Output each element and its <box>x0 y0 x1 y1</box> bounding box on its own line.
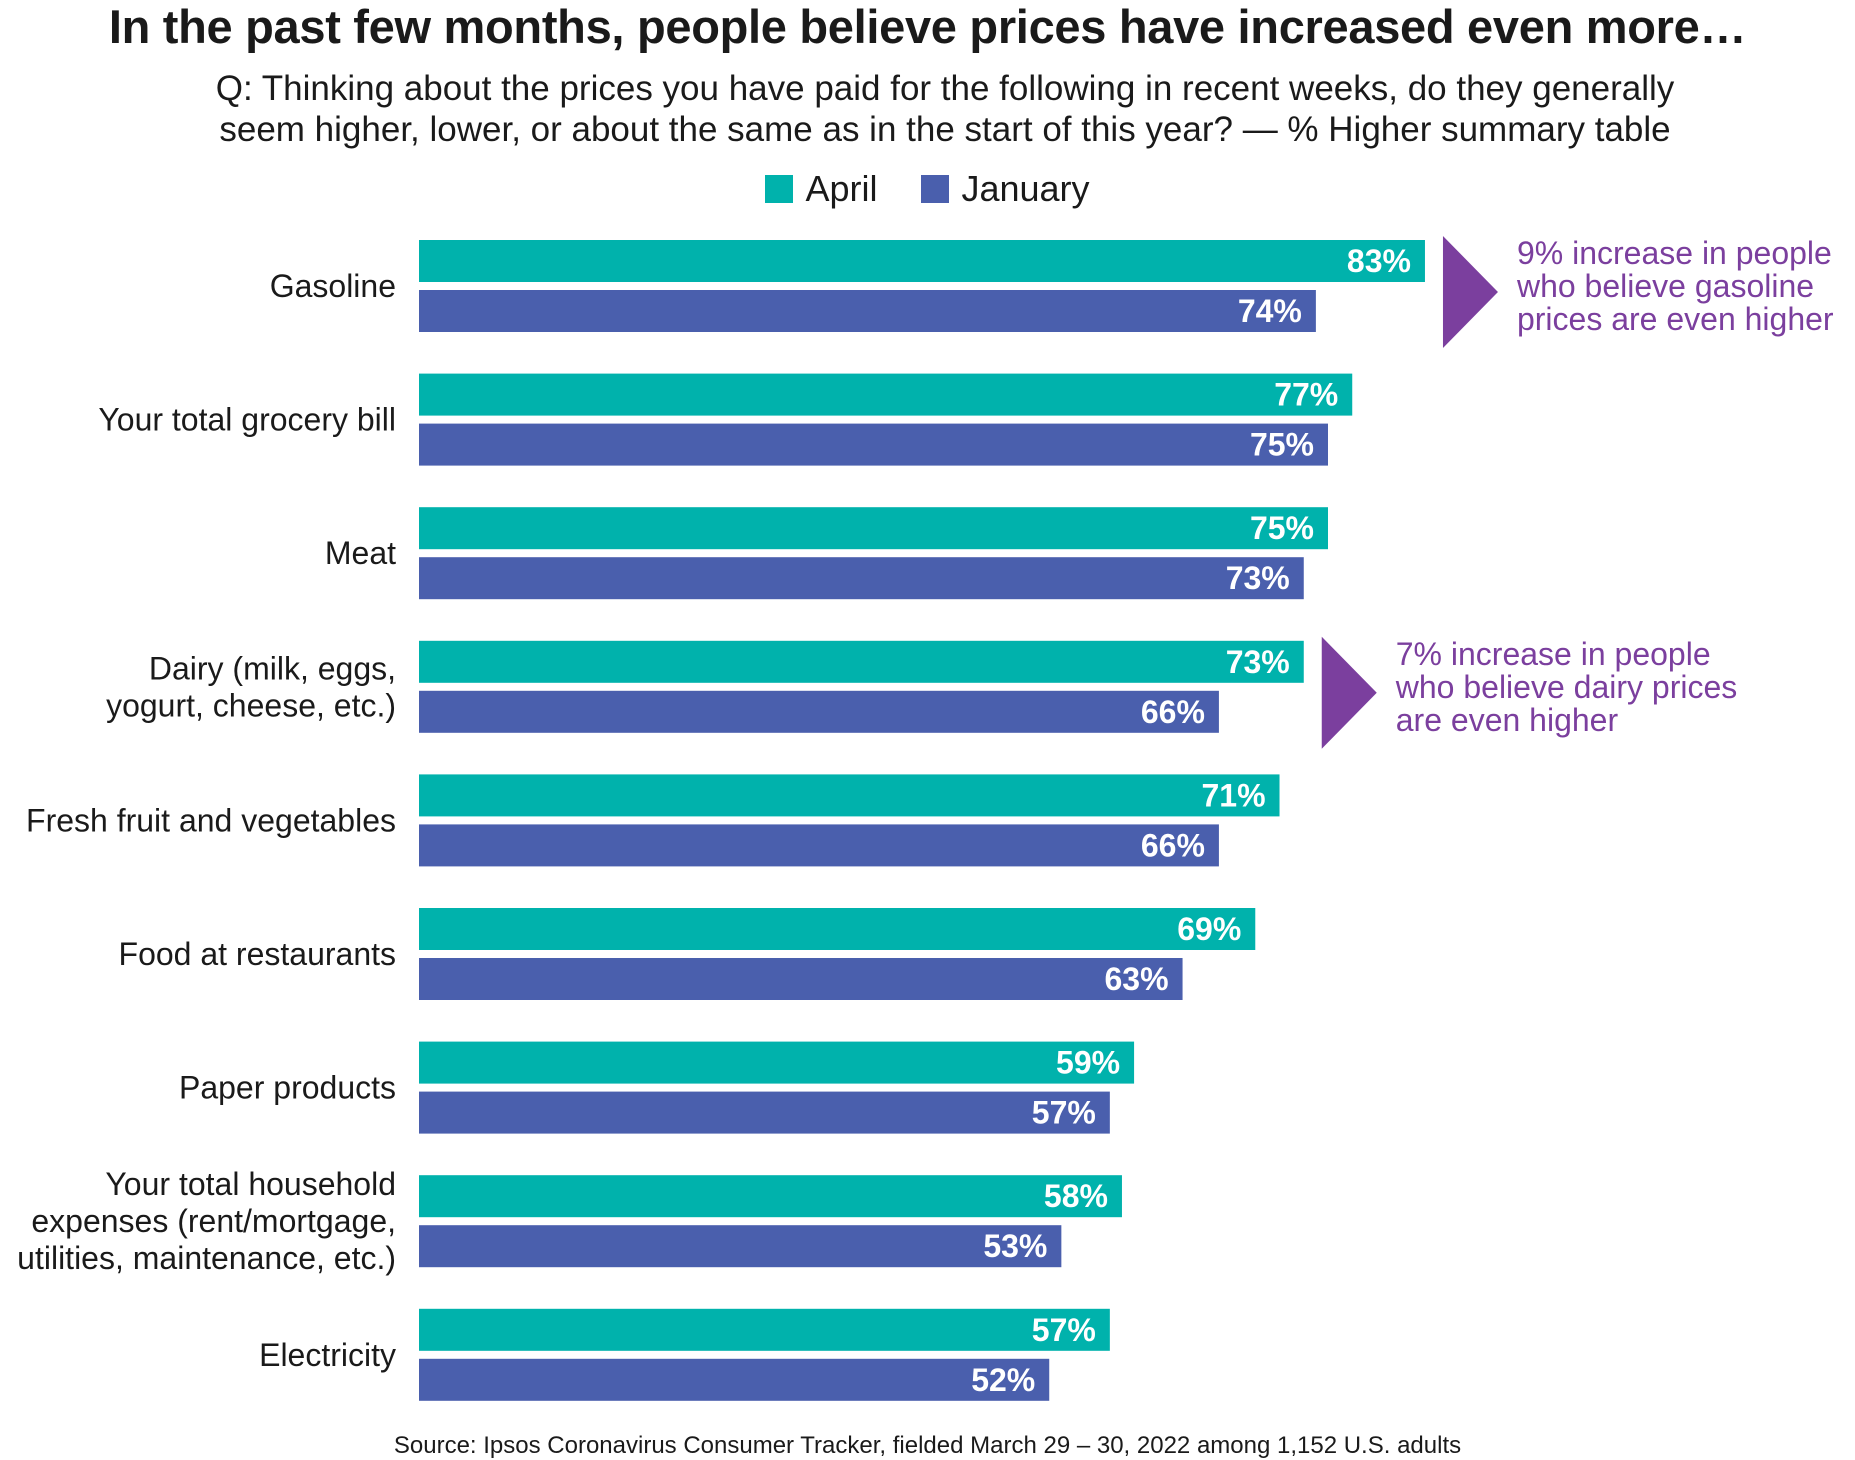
category-label-line: Your total household <box>105 1166 396 1202</box>
bar-april <box>419 1175 1122 1218</box>
bar-january <box>419 290 1316 332</box>
chart-title: In the past few months, people believe p… <box>108 0 1747 53</box>
legend-item-april: April <box>765 168 877 210</box>
data-label-april: 73% <box>1226 644 1290 680</box>
legend-swatch-april <box>765 175 794 203</box>
annotation-text-line: 7% increase in people <box>1396 636 1711 672</box>
category-label: Your total grocery bill <box>98 402 396 438</box>
category-label-line: Food at restaurants <box>119 936 396 972</box>
annotation-text-line: are even higher <box>1396 702 1619 738</box>
annotation-arrow <box>1442 236 1498 348</box>
data-label-january: 66% <box>1141 694 1205 730</box>
category-label-line: Your total grocery bill <box>98 402 396 438</box>
bar-april <box>419 507 1328 550</box>
category-label: Paper products <box>179 1070 396 1106</box>
bar-january <box>419 1358 1050 1401</box>
data-label-april: 59% <box>1056 1045 1120 1081</box>
data-label-april: 57% <box>1032 1312 1096 1348</box>
bar-january <box>419 958 1183 1000</box>
annotation-text-line: who believe gasoline <box>1516 268 1814 304</box>
legend: April January <box>0 168 1855 210</box>
source-note: Source: Ipsos Coronavirus Consumer Track… <box>393 1432 1462 1459</box>
category-label: Gasoline <box>270 268 396 304</box>
subtitle-line-2: seem higher, lower, or about the same as… <box>219 110 1671 149</box>
category-label-line: Fresh fruit and vegetables <box>26 802 396 838</box>
bar-chart: Gasoline 83% 74% Your total grocery bill 77%… <box>17 235 1834 1401</box>
category-label-line: Paper products <box>179 1070 396 1106</box>
subtitle-line-1: Q: Thinking about the prices you have pa… <box>215 69 1675 108</box>
category-label: Your total household expenses (rent/mortg… <box>17 1166 396 1276</box>
bar-april <box>419 373 1353 416</box>
category-label-line: expenses (rent/mortgage, <box>31 1203 396 1239</box>
annotation-text: 9% increase in people who believe gasolin… <box>1516 235 1834 337</box>
data-label-january: 73% <box>1226 560 1290 596</box>
legend-item-january: January <box>921 168 1090 210</box>
bar-january <box>419 557 1304 600</box>
bar-april <box>419 908 1256 950</box>
data-label-january: 53% <box>983 1228 1047 1264</box>
category-label: Dairy (milk, eggs, yogurt, cheese, etc.) <box>106 650 396 723</box>
category-label: Food at restaurants <box>119 936 396 972</box>
data-label-january: 52% <box>971 1362 1035 1398</box>
bar-april <box>419 640 1304 683</box>
category-label: Meat <box>325 535 396 571</box>
bar-january <box>419 824 1219 867</box>
data-label-april: 69% <box>1177 911 1241 947</box>
legend-swatch-january <box>921 175 950 203</box>
data-label-january: 57% <box>1032 1095 1096 1131</box>
category-label: Fresh fruit and vegetables <box>26 802 396 838</box>
annotation-text: 7% increase in people who believe dairy p… <box>1395 636 1738 738</box>
bar-january <box>419 1091 1110 1134</box>
data-label-january: 63% <box>1105 961 1169 997</box>
bar-april <box>419 240 1425 282</box>
annotation-text-line: 9% increase in people <box>1517 235 1832 271</box>
category-label-line: Electricity <box>259 1337 396 1373</box>
annotation-text-line: who believe dairy prices <box>1395 669 1738 705</box>
data-label-january: 74% <box>1238 293 1302 329</box>
category-label: Electricity <box>259 1337 396 1373</box>
chart-subtitle: Q: Thinking about the prices you have pa… <box>120 68 1770 150</box>
category-label-line: Meat <box>325 535 396 571</box>
bar-january <box>419 690 1219 733</box>
bar-april <box>419 774 1280 817</box>
bar-april <box>419 1308 1110 1351</box>
annotation-arrow <box>1321 636 1377 749</box>
bar-january <box>419 1225 1062 1268</box>
data-label-april: 77% <box>1274 377 1338 413</box>
data-label-january: 66% <box>1141 827 1205 863</box>
data-label-april: 83% <box>1347 243 1411 279</box>
legend-label-january: January <box>961 168 1090 209</box>
data-label-april: 71% <box>1201 777 1265 813</box>
data-label-april: 75% <box>1250 510 1314 546</box>
data-label-april: 58% <box>1044 1178 1108 1214</box>
bar-april <box>419 1041 1135 1084</box>
bar-january <box>419 423 1328 466</box>
data-label-january: 75% <box>1250 427 1314 463</box>
category-label-line: yogurt, cheese, etc.) <box>106 687 396 723</box>
category-label-line: Gasoline <box>270 268 396 304</box>
category-label-line: Dairy (milk, eggs, <box>149 650 396 686</box>
category-label-line: utilities, maintenance, etc.) <box>17 1240 396 1276</box>
annotation-text-line: prices are even higher <box>1517 301 1834 337</box>
legend-label-april: April <box>805 168 878 209</box>
